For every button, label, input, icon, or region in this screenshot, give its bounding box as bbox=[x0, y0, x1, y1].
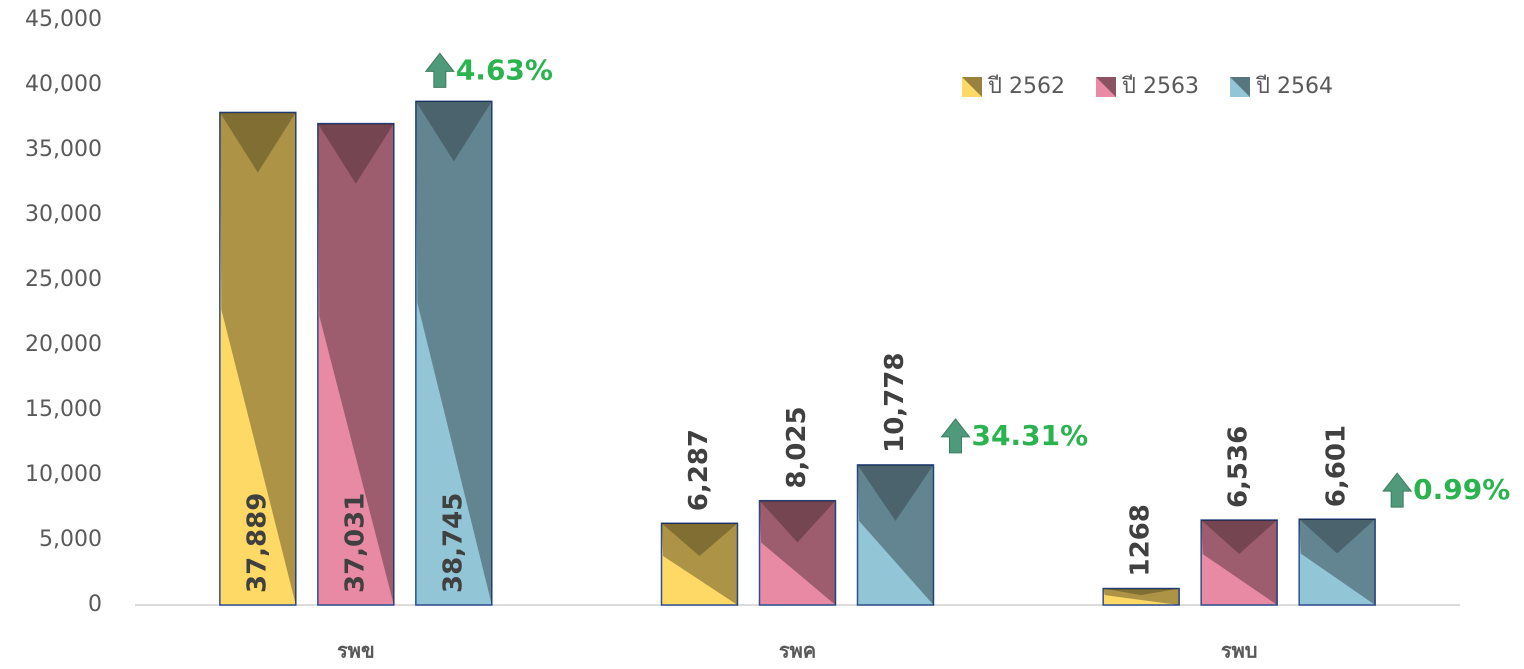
annotation: 34.31% bbox=[972, 419, 1089, 452]
bar-shade bbox=[759, 500, 836, 543]
bar-shade bbox=[1299, 519, 1376, 554]
annotation: 0.99% bbox=[1413, 473, 1510, 506]
legend-shade bbox=[1096, 77, 1116, 97]
value-label: 37,031 bbox=[340, 493, 370, 593]
bar-shade bbox=[1201, 520, 1278, 555]
bar-shade bbox=[1103, 588, 1180, 605]
bar bbox=[660, 522, 739, 606]
y-tick-label: 45,000 bbox=[25, 7, 102, 32]
bar bbox=[758, 499, 837, 606]
bar bbox=[1298, 518, 1376, 606]
value-label: 38,745 bbox=[438, 493, 468, 593]
value-label: 10,778 bbox=[880, 353, 910, 453]
bar-shade bbox=[661, 523, 738, 556]
value-label: 6,536 bbox=[1224, 426, 1254, 508]
bar-shade bbox=[759, 500, 836, 605]
y-tick-label: 10,000 bbox=[25, 462, 102, 487]
bar-shade bbox=[1103, 588, 1180, 596]
y-tick-label: 15,000 bbox=[25, 397, 102, 422]
value-label: 8,025 bbox=[782, 406, 812, 488]
legend-swatch bbox=[962, 77, 982, 97]
legend-label: ปี 2562 bbox=[987, 74, 1065, 99]
bar bbox=[415, 100, 493, 606]
bar-shade bbox=[1201, 520, 1278, 605]
arrow-icon bbox=[1382, 472, 1413, 508]
value-label: 1268 bbox=[1126, 504, 1156, 576]
y-tick-label: 20,000 bbox=[25, 332, 102, 357]
bar bbox=[856, 464, 935, 606]
bar-shade bbox=[219, 112, 296, 606]
bar-shade bbox=[317, 123, 394, 184]
x-tick-label: รพข bbox=[337, 639, 375, 663]
legend-label: ปี 2563 bbox=[1121, 74, 1199, 99]
bar-shade bbox=[219, 112, 296, 173]
y-tick-label: 5,000 bbox=[39, 527, 102, 552]
value-label: 6,601 bbox=[1322, 425, 1352, 507]
bar bbox=[1102, 587, 1180, 606]
value-label: 6,287 bbox=[684, 429, 714, 511]
x-tick-label: รพค bbox=[779, 639, 816, 663]
legend-swatch bbox=[1096, 77, 1116, 97]
y-tick-label: 40,000 bbox=[25, 72, 102, 97]
bar bbox=[317, 122, 395, 606]
y-tick-label: 30,000 bbox=[25, 202, 102, 227]
x-tick-label: รพบ bbox=[1221, 639, 1258, 663]
arrow-icon bbox=[940, 418, 971, 454]
annotation: 4.63% bbox=[456, 53, 553, 86]
legend-label: ปี 2564 bbox=[1255, 74, 1333, 99]
bar-shade bbox=[857, 464, 934, 605]
legend-swatch bbox=[1230, 77, 1250, 97]
legend-shade bbox=[1230, 77, 1250, 97]
bar-shade bbox=[415, 101, 492, 605]
y-tick-label: 35,000 bbox=[25, 137, 102, 162]
y-tick-label: 0 bbox=[88, 592, 102, 617]
bar-shade bbox=[317, 123, 394, 606]
bar-shade bbox=[661, 523, 738, 605]
bar-shade bbox=[857, 464, 934, 521]
bar bbox=[219, 111, 297, 606]
bar-shade bbox=[1299, 519, 1376, 605]
legend-shade bbox=[962, 77, 982, 97]
value-label: 37,889 bbox=[242, 493, 272, 593]
bar-shade bbox=[415, 101, 492, 162]
y-tick-label: 25,000 bbox=[25, 267, 102, 292]
bar bbox=[1200, 519, 1278, 606]
arrow-icon bbox=[424, 52, 455, 88]
